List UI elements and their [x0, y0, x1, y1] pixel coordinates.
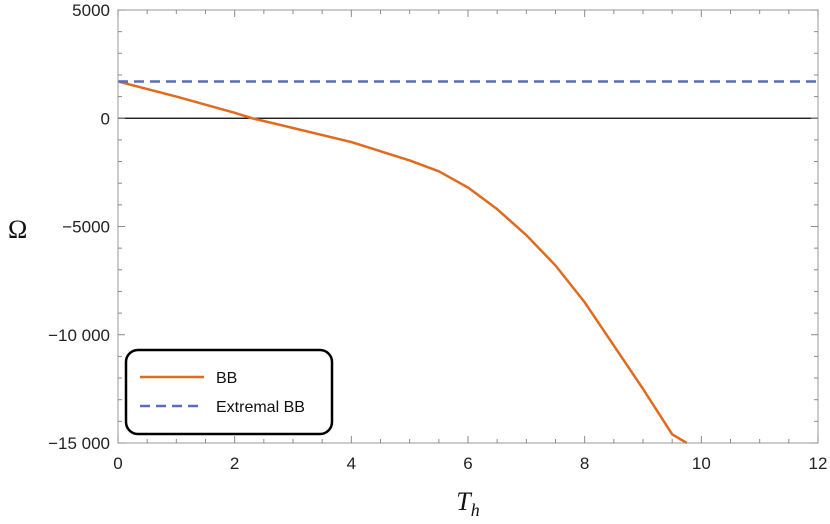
x-axis-title-subscript: h [471, 500, 480, 520]
y-tick-label: −15 000 [48, 434, 110, 453]
legend-box [124, 348, 334, 436]
x-tick-label: 10 [692, 454, 711, 473]
ticks: 0 2 4 6 8 10 12 5000 0 −5000 −10 000 −15 000 [48, 1, 827, 473]
x-tick-label: 2 [230, 454, 239, 473]
y-tick-label: 0 [101, 109, 110, 128]
y-tick-label: 5000 [72, 1, 110, 20]
legend: BB Extremal BB [124, 348, 334, 436]
x-tick-label: 8 [580, 454, 589, 473]
x-axis-title: Th [456, 487, 479, 520]
plot-area [117, 80, 818, 445]
x-tick-label: 6 [463, 454, 472, 473]
y-tick-label: −5000 [62, 218, 110, 237]
legend-label-bb: BB [216, 370, 237, 387]
x-tick-label: 12 [809, 454, 828, 473]
y-axis-title: Ω [8, 215, 27, 244]
y-tick-label: −10 000 [48, 326, 110, 345]
legend-label-extremal-bb: Extremal BB [216, 399, 305, 416]
x-tick-label: 0 [113, 454, 122, 473]
series-line-0 [117, 80, 688, 445]
x-tick-label: 4 [347, 454, 356, 473]
